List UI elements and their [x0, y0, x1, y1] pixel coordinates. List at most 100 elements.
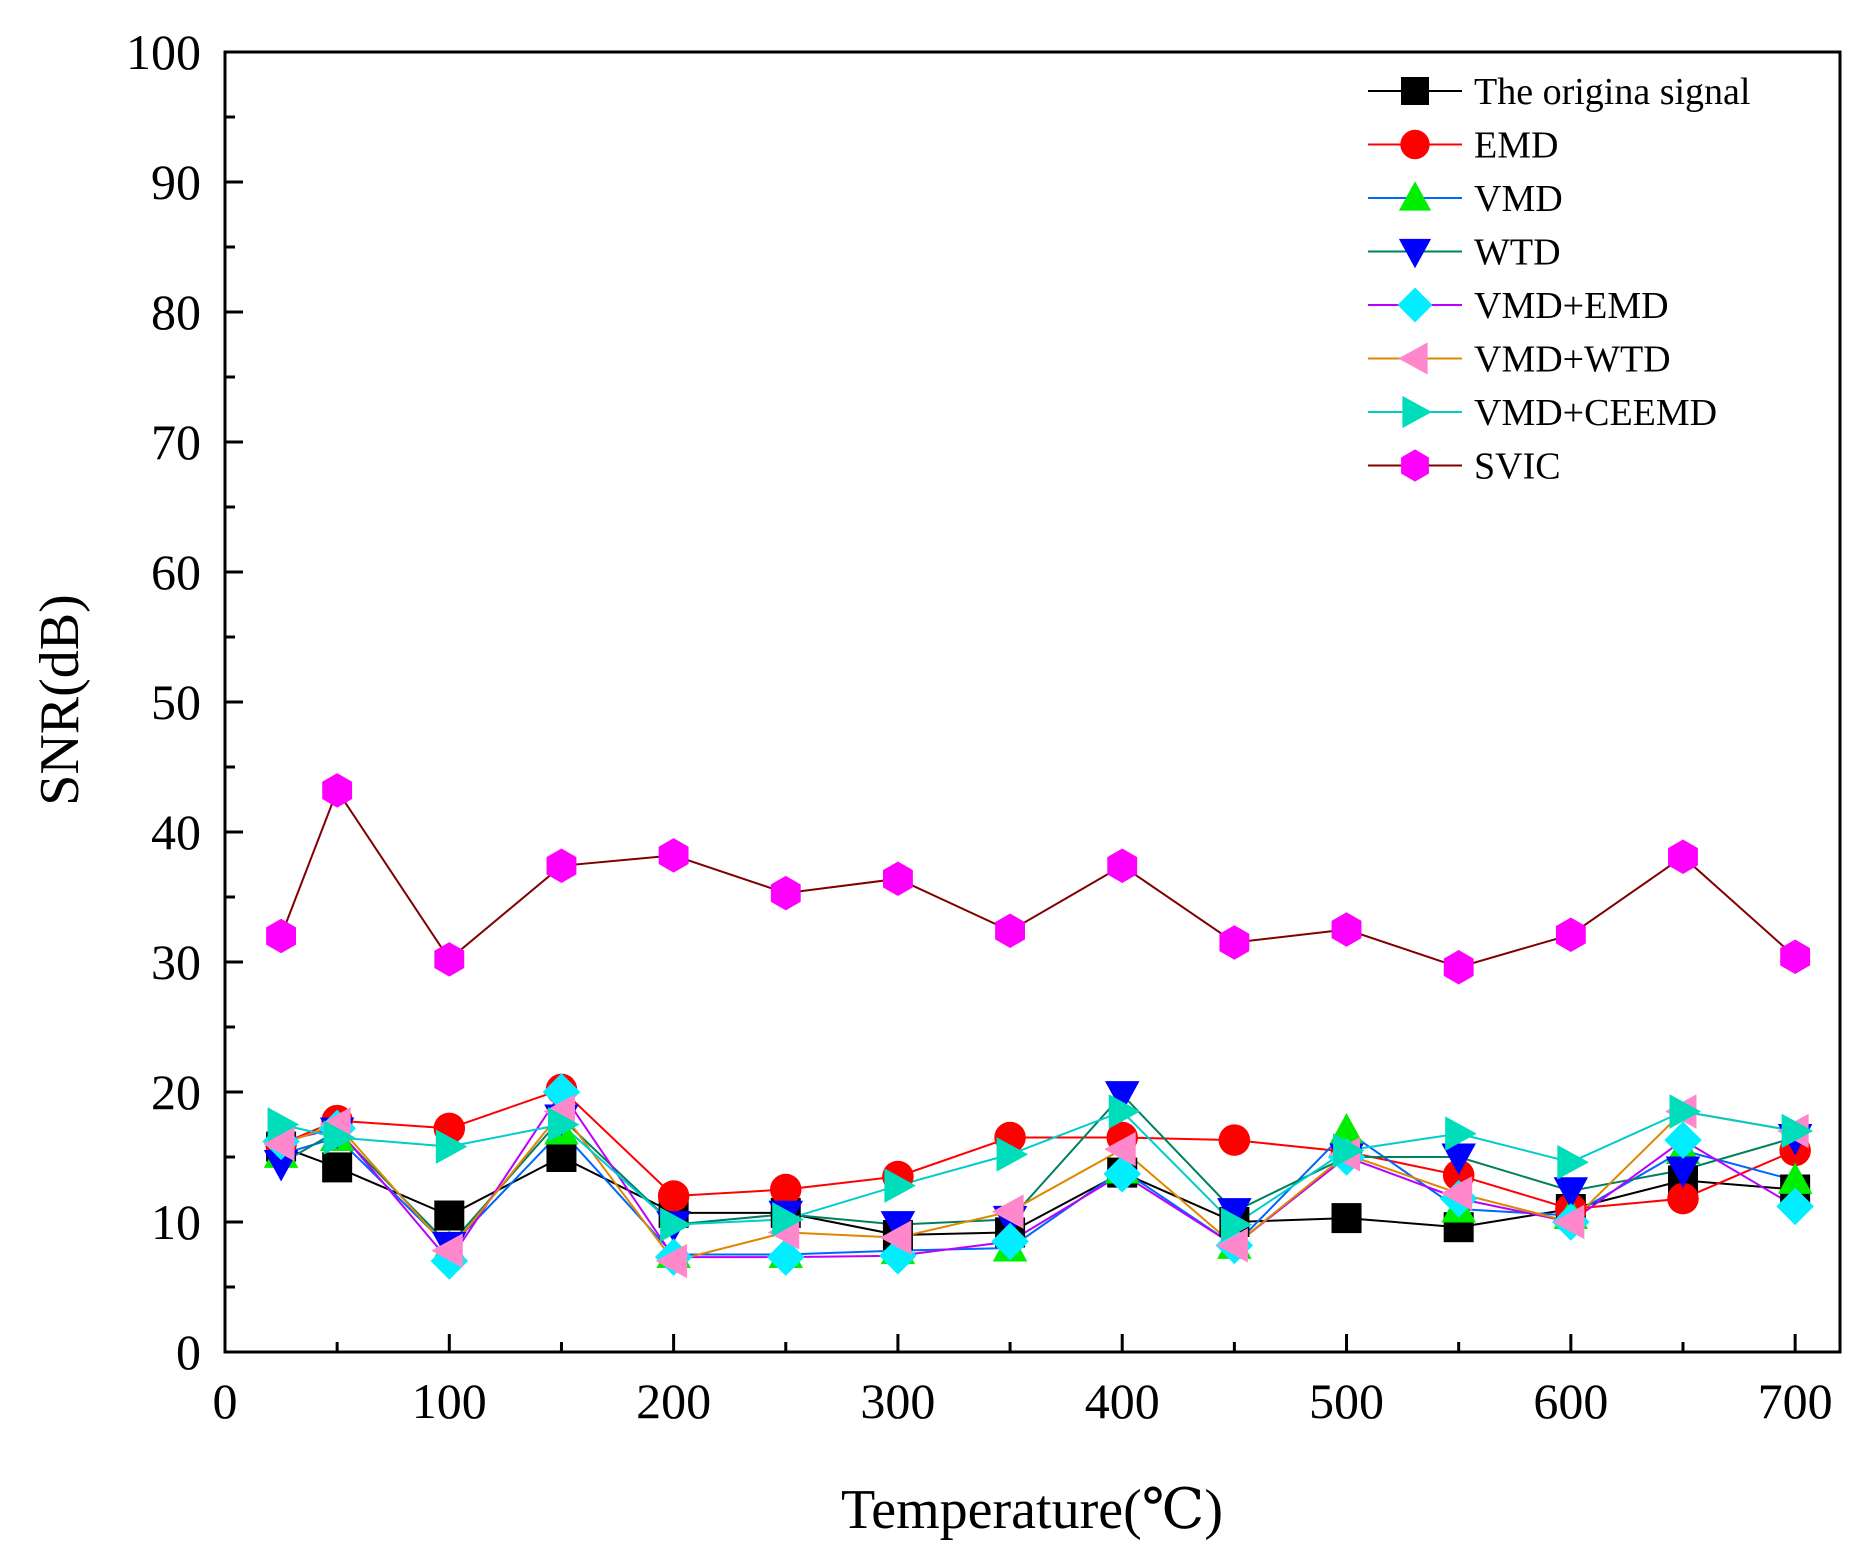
- y-tick-label: 90: [151, 154, 201, 210]
- y-tick-label: 50: [151, 674, 201, 730]
- legend-marker-the-origina-signal: [1401, 77, 1429, 105]
- y-axis-title: SNR(dB): [29, 594, 91, 806]
- y-tick-label: 80: [151, 284, 201, 340]
- data-point-emd: [657, 1180, 690, 1212]
- data-point-vmd-ceemd: [267, 1107, 300, 1142]
- data-point-the-origina-signal: [546, 1142, 577, 1172]
- data-point-vmd-wtd: [1552, 1204, 1585, 1240]
- data-point-vmd-wtd: [263, 1126, 295, 1162]
- data-point-svic: [1443, 949, 1474, 985]
- data-point-svic: [546, 848, 577, 884]
- y-tick-label: 100: [126, 24, 201, 80]
- data-point-svic: [770, 875, 801, 911]
- data-point-emd: [1667, 1182, 1699, 1215]
- legend-label-vmd-wtd: VMD+WTD: [1474, 339, 1671, 381]
- data-point-wtd: [1553, 1177, 1589, 1209]
- data-point-vmd-wtd: [879, 1220, 912, 1255]
- data-point-wtd: [1217, 1198, 1252, 1230]
- data-point-emd: [770, 1173, 802, 1206]
- legend: The origina signal EMD VMD WTD VMD+EMD VMD+WT…: [1368, 71, 1750, 488]
- data-point-svic: [266, 918, 297, 954]
- data-point-vmd-ceemd: [884, 1168, 916, 1203]
- x-axis-title: Temperature(℃): [841, 1479, 1223, 1541]
- x-tick-label: 600: [1533, 1373, 1608, 1429]
- data-point-vmd-wtd: [1440, 1176, 1473, 1211]
- data-point-vmd-emd: [1103, 1155, 1141, 1193]
- legend-label-svic: SVIC: [1474, 446, 1561, 488]
- data-point-vmd-ceemd: [1557, 1144, 1589, 1180]
- legend-marker-emd: [1400, 129, 1430, 160]
- data-point-vmd-wtd: [431, 1233, 463, 1268]
- legend-label-vmd-emd: VMD+EMD: [1474, 285, 1669, 327]
- y-tick-label: 40: [151, 804, 201, 860]
- data-point-svic: [1107, 848, 1138, 884]
- data-point-vmd-ceemd: [996, 1137, 1029, 1172]
- x-tick-label: 500: [1309, 1373, 1384, 1429]
- data-point-vmd: [1777, 1162, 1813, 1194]
- data-point-the-origina-signal: [1331, 1203, 1362, 1234]
- data-point-vmd-wtd: [655, 1243, 688, 1279]
- legend-marker-vmd: [1398, 181, 1432, 211]
- data-point-vmd-wtd: [1216, 1228, 1248, 1263]
- data-point-svic: [1219, 925, 1250, 960]
- y-tick-label: 0: [176, 1324, 201, 1380]
- data-point-svic: [1780, 939, 1811, 975]
- y-tick-label: 20: [151, 1064, 201, 1120]
- data-point-vmd-ceemd: [1333, 1133, 1365, 1168]
- legend-marker-wtd: [1398, 238, 1432, 269]
- x-tick-label: 0: [213, 1373, 238, 1429]
- data-point-wtd: [1104, 1081, 1140, 1113]
- data-point-vmd-emd: [767, 1238, 805, 1276]
- data-point-svic: [434, 942, 465, 977]
- data-point-svic: [1555, 917, 1586, 952]
- data-point-wtd: [880, 1211, 916, 1243]
- axis-ticks: 0 10 20 30 40 50 60 70 80 90 100 0 100 200 300 400 500 60…: [126, 24, 1833, 1429]
- data-point-wtd: [1441, 1143, 1476, 1175]
- data-point-svic: [658, 838, 689, 873]
- data-point-svic: [1668, 839, 1698, 874]
- data-point-svic: [995, 913, 1026, 949]
- data-point-vmd-ceemd: [1108, 1094, 1141, 1129]
- legend-marker-vmd-wtd: [1398, 342, 1428, 375]
- legend-label-the-origina-signal: The origina signal: [1474, 71, 1750, 113]
- data-point-wtd: [1665, 1156, 1701, 1188]
- x-tick-label: 300: [860, 1373, 935, 1429]
- data-point-vmd-ceemd: [435, 1129, 468, 1164]
- data-point-svic: [1331, 912, 1362, 947]
- data-point-emd: [1218, 1124, 1251, 1156]
- plot-frame: [223, 50, 1842, 1354]
- x-tick-label: 200: [636, 1373, 711, 1429]
- y-tick-label: 10: [151, 1194, 201, 1250]
- x-tick-label: 700: [1758, 1373, 1833, 1429]
- data-point-vmd-emd: [1664, 1121, 1702, 1159]
- data-point-vmd-emd: [991, 1222, 1029, 1261]
- data-point-vmd-wtd: [992, 1194, 1024, 1229]
- legend-label-emd: EMD: [1474, 125, 1558, 167]
- y-tick-label: 60: [151, 544, 201, 600]
- legend-marker-vmd-emd: [1397, 287, 1433, 323]
- data-point-vmd-ceemd: [1781, 1113, 1814, 1149]
- data-point-vmd-ceemd: [1220, 1207, 1253, 1242]
- data-point-vmd-ceemd: [1669, 1094, 1701, 1129]
- x-tick-label: 400: [1085, 1373, 1160, 1429]
- data-point-vmd-ceemd: [547, 1107, 580, 1142]
- y-tick-label: 70: [151, 414, 201, 470]
- y-tick-label: 30: [151, 934, 201, 990]
- data-point-svic: [322, 773, 353, 808]
- data-point-the-origina-signal: [434, 1200, 465, 1231]
- data-point-vmd-ceemd: [1445, 1116, 1477, 1151]
- data-point-vmd-wtd: [1104, 1131, 1136, 1167]
- data-point-vmd-ceemd: [660, 1207, 692, 1242]
- legend-marker-svic: [1401, 449, 1429, 482]
- data-point-vmd-emd: [1776, 1187, 1814, 1226]
- data-point-svic: [882, 861, 913, 897]
- data-point-vmd-ceemd: [323, 1120, 356, 1155]
- legend-label-vmd-ceemd: VMD+CEEMD: [1474, 392, 1717, 434]
- x-tick-label: 100: [412, 1373, 487, 1429]
- legend-marker-vmd-ceemd: [1402, 395, 1432, 429]
- series-markers: [262, 773, 1814, 1280]
- data-point-the-origina-signal: [322, 1152, 353, 1183]
- data-point-vmd-ceemd: [772, 1202, 804, 1237]
- legend-label-wtd: WTD: [1474, 232, 1561, 274]
